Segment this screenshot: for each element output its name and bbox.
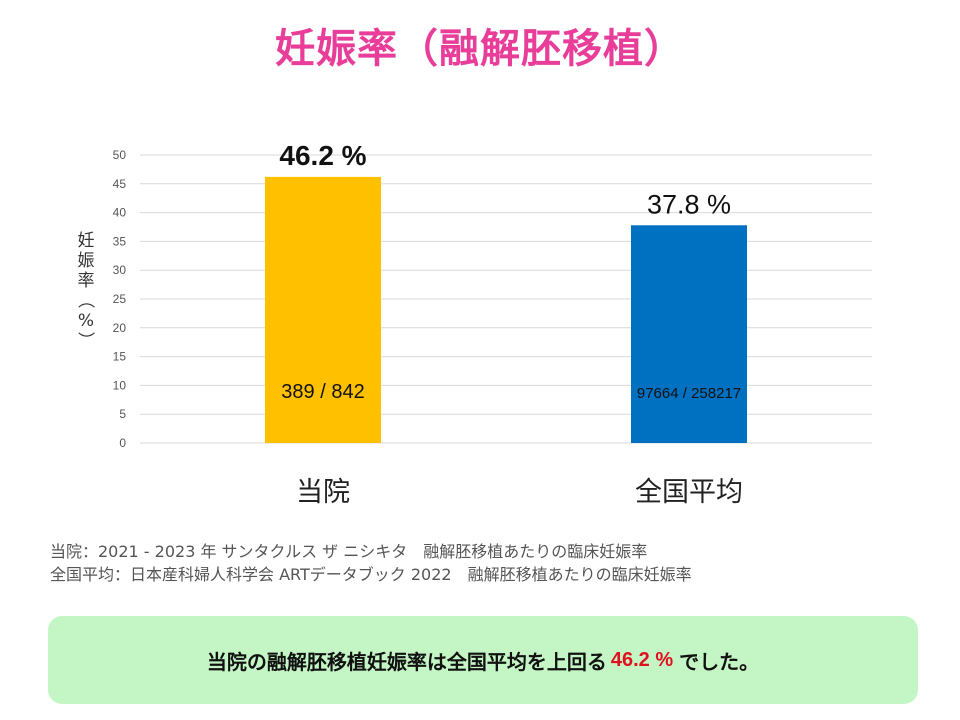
bar: [265, 176, 381, 443]
page-title: 妊娠率（融解胚移植）: [275, 26, 685, 72]
y-tick-label: 10: [113, 378, 127, 392]
y-tick-label: 15: [113, 350, 127, 364]
bar-count-label: 97664 / 258217: [637, 385, 741, 402]
bar: [631, 225, 747, 443]
x-category-label: 全国平均: [635, 477, 743, 508]
bar-labels: 46.2 % 389 / 842 37.8 % 97664 / 258217: [279, 140, 741, 403]
y-tick-label: 0: [119, 436, 126, 450]
y-tick-label: 45: [113, 177, 127, 191]
x-category-label: 当院: [296, 477, 350, 508]
y-axis-label-char: 娠: [78, 251, 95, 271]
bar-value-label: 46.2 %: [279, 140, 366, 171]
grid-lines: [140, 154, 872, 444]
summary-highlight: 46.2 %: [610, 648, 674, 671]
bar-chart: 0 5 10 15 20 25 30 35 40 45 50 46.2 % 389 / 842 37.8…: [75, 140, 872, 508]
bar-value-label: 37.8 %: [647, 189, 731, 219]
y-axis-label-char: （: [75, 292, 95, 309]
y-axis-label: 妊娠率（%）: [75, 231, 95, 349]
y-axis-label-char: 率: [78, 271, 95, 291]
summary-text-end: でした。: [679, 649, 760, 674]
y-tick-label: 40: [113, 206, 127, 220]
y-tick-label: 30: [113, 263, 127, 277]
y-tick-label: 25: [113, 292, 127, 306]
y-tick-label: 20: [113, 321, 127, 335]
y-tick-label: 50: [113, 148, 127, 162]
note-line: 全国平均：日本産科婦人科学会 ARTデータブック 2022 融解胚移植あたりの臨…: [50, 565, 692, 584]
y-axis-label-char: %: [78, 311, 94, 331]
bars: [265, 176, 747, 443]
summary-text: 当院の融解胚移植妊娠率は全国平均を上回る: [206, 649, 607, 674]
y-axis-ticks: 0 5 10 15 20 25 30 35 40 45 50: [113, 148, 127, 450]
y-tick-label: 5: [119, 407, 126, 421]
bar-count-label: 389 / 842: [281, 381, 364, 403]
y-axis-label-char: 妊: [78, 231, 95, 251]
y-axis-label-char: ）: [75, 332, 95, 349]
source-notes: 当院：2021 - 2023 年 サンタクルス ザ ニシキタ 融解胚移植あたりの…: [50, 540, 692, 586]
summary-banner: 当院の融解胚移植妊娠率は全国平均を上回る 46.2 % でした。: [48, 616, 918, 704]
y-tick-label: 35: [113, 234, 127, 248]
note-line: 当院：2021 - 2023 年 サンタクルス ザ ニシキタ 融解胚移植あたりの…: [50, 542, 648, 561]
category-labels: 当院 全国平均: [296, 477, 743, 508]
